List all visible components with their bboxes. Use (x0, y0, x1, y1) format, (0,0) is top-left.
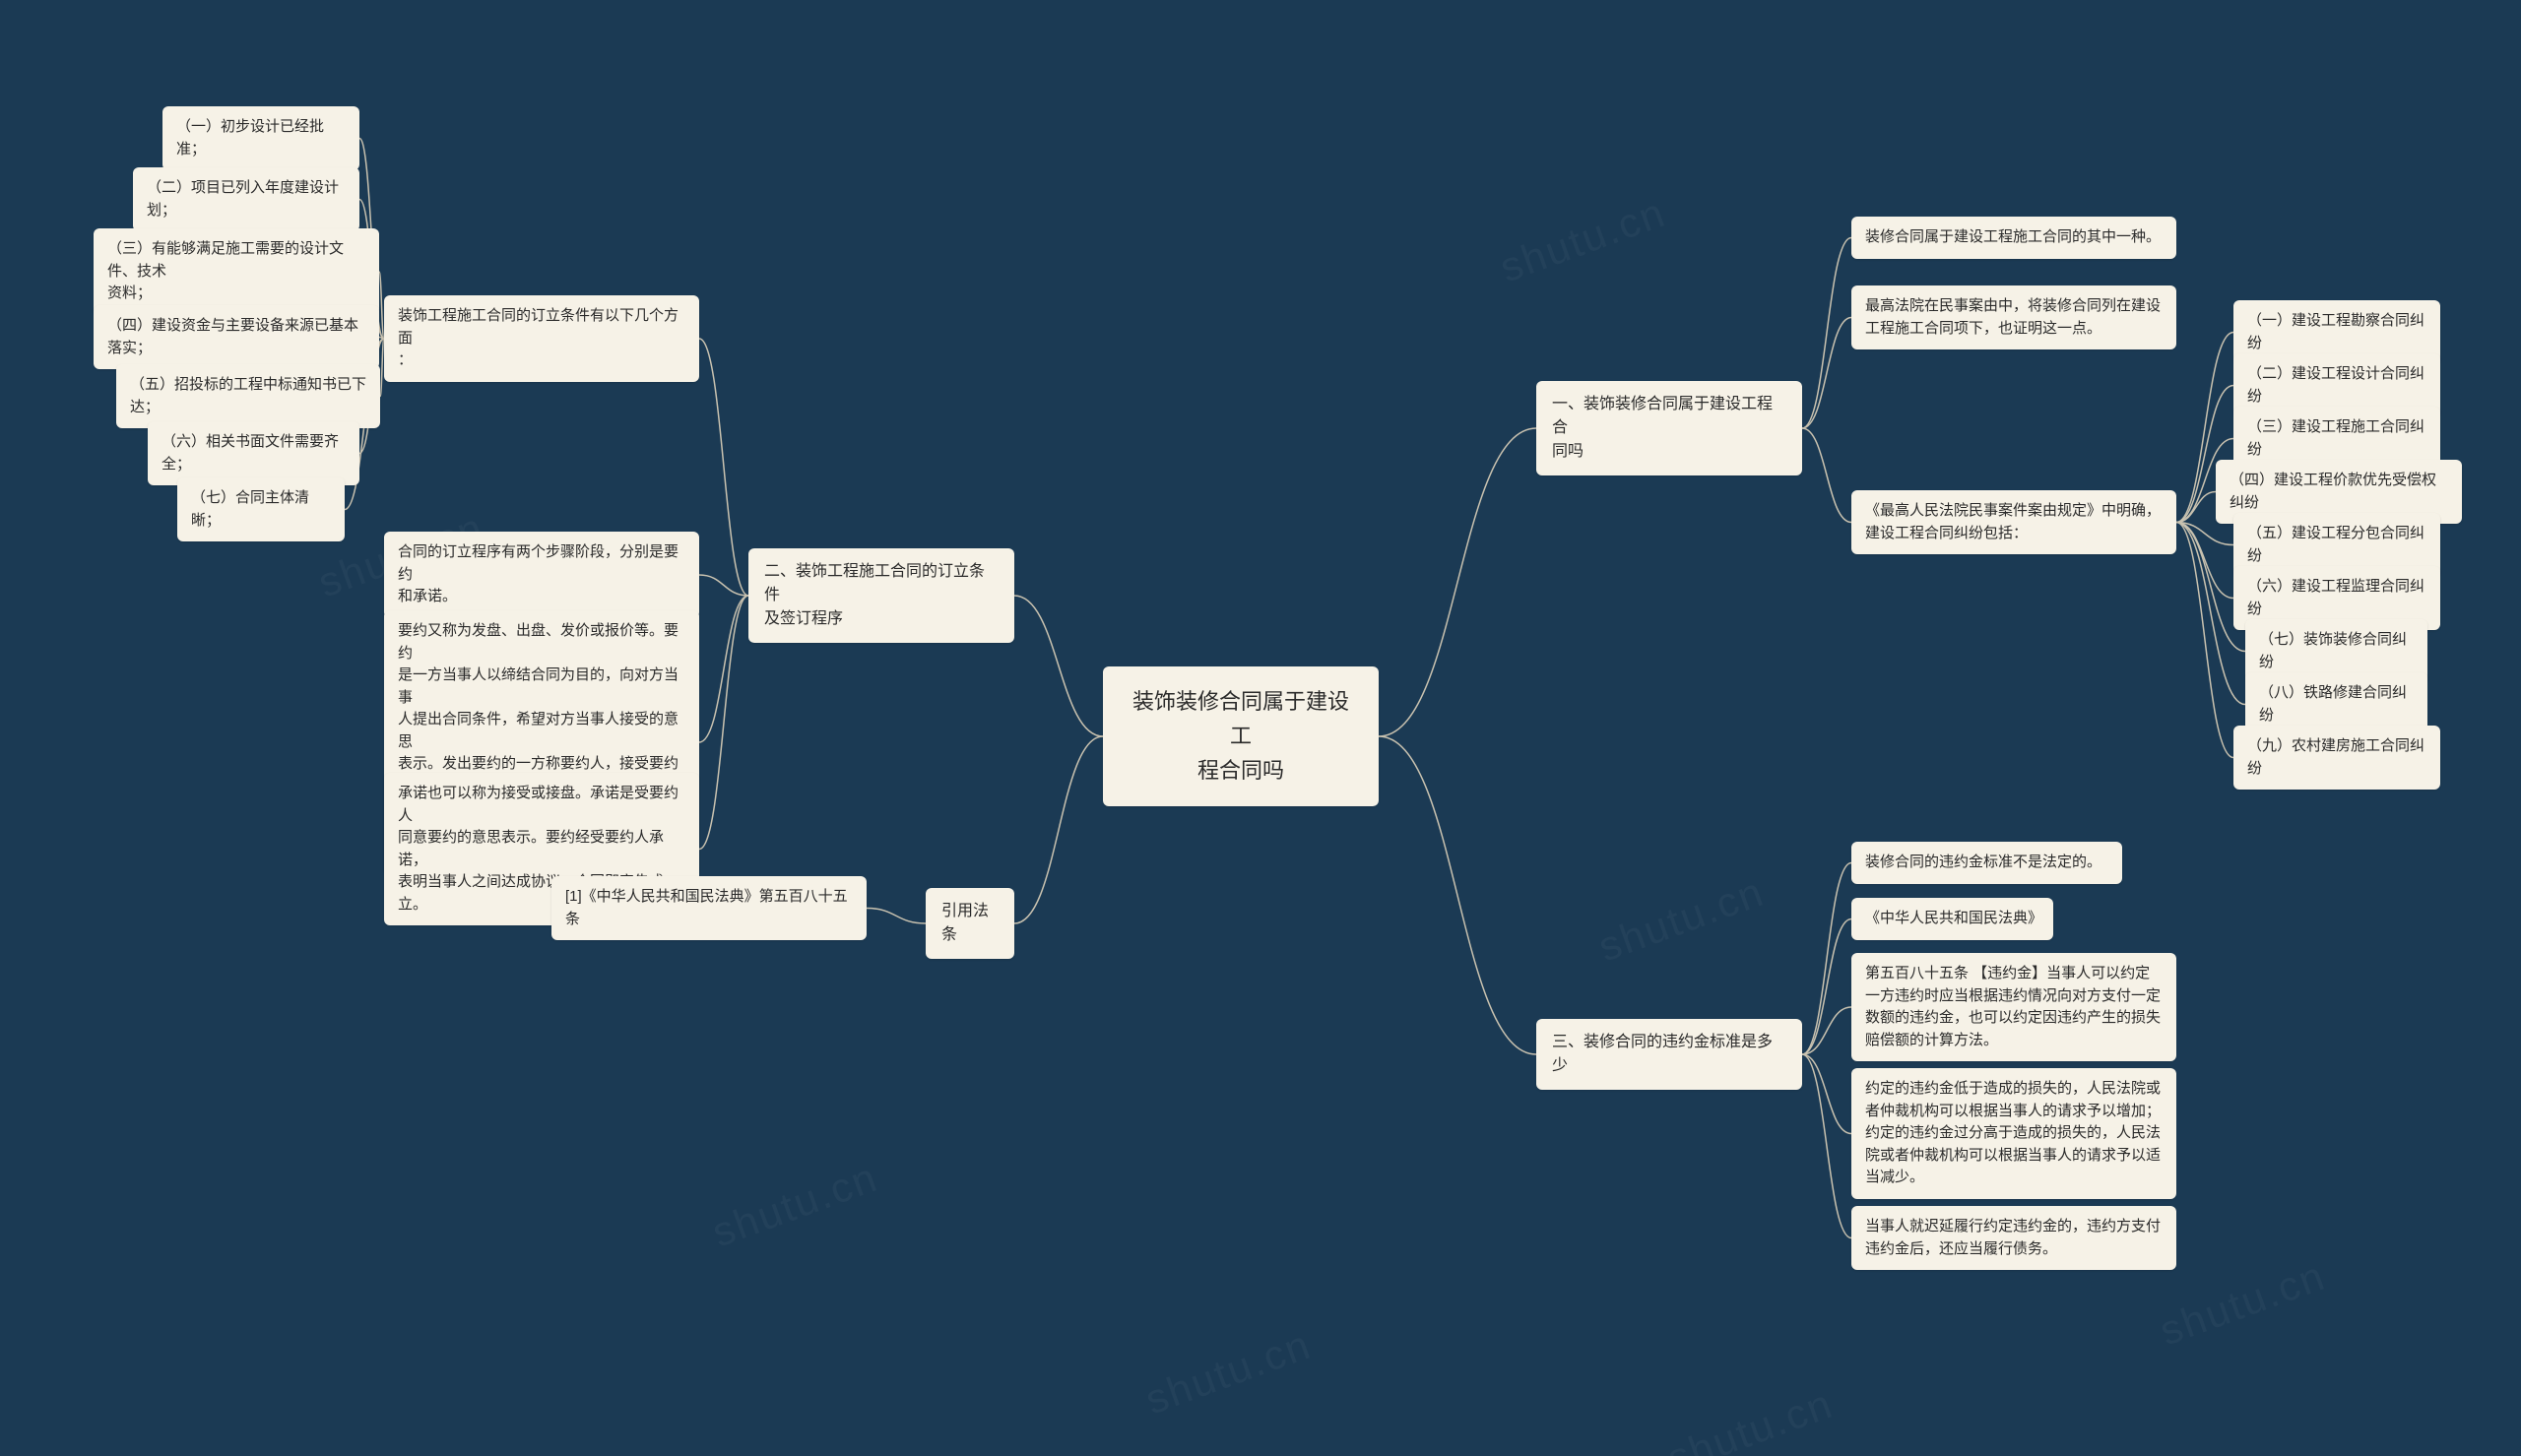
mindmap-node-l2b[interactable]: 合同的订立程序有两个步骤阶段，分别是要约 和承诺。 (384, 532, 699, 618)
mindmap-node-r3d[interactable]: 约定的违约金低于造成的损失的，人民法院或 者仲裁机构可以根据当事人的请求予以增加… (1851, 1068, 2176, 1199)
watermark: shutu.cn (1661, 1380, 1840, 1456)
connector (1802, 428, 1851, 523)
connector (1802, 1007, 1851, 1054)
mindmap-node-r1a[interactable]: 装修合同属于建设工程施工合同的其中一种。 (1851, 217, 2176, 259)
watermark: shutu.cn (1139, 1321, 1318, 1424)
mindmap-node-r3[interactable]: 三、装修合同的违约金标准是多少 (1536, 1019, 1802, 1090)
connector (1802, 318, 1851, 429)
mindmap-node-r3b[interactable]: 《中华人民共和国民法典》 (1851, 898, 2053, 940)
mindmap-node-l2a[interactable]: 装饰工程施工合同的订立条件有以下几个方面 ： (384, 295, 699, 382)
connector (699, 575, 748, 596)
mindmap-node-r1c[interactable]: 《最高人民法院民事案件案由规定》中明确， 建设工程合同纠纷包括： (1851, 490, 2176, 554)
mindmap-node-r3c[interactable]: 第五百八十五条 【违约金】当事人可以约定 一方违约时应当根据违约情况向对方支付一… (1851, 953, 2176, 1061)
connector (1014, 596, 1103, 736)
connector (1802, 863, 1851, 1055)
mindmap-node-root[interactable]: 装饰装修合同属于建设工 程合同吗 (1103, 666, 1379, 806)
connector (1014, 736, 1103, 923)
connector (1802, 238, 1851, 429)
mindmap-node-l2a5[interactable]: （五）招投标的工程中标通知书已下达； (116, 364, 380, 428)
mindmap-node-l2a2[interactable]: （二）项目已列入年度建设计划； (133, 167, 359, 231)
mindmap-node-l3a[interactable]: [1]《中华人民共和国民法典》第五百八十五 条 (551, 876, 867, 940)
watermark: shutu.cn (1494, 189, 1672, 292)
connector (699, 339, 748, 596)
mindmap-node-r1[interactable]: 一、装饰装修合同属于建设工程合 同吗 (1536, 381, 1802, 475)
connector (1802, 919, 1851, 1055)
connector (1802, 1054, 1851, 1134)
connector (2176, 523, 2233, 599)
connector (1379, 428, 1536, 736)
mindmap-node-r1b[interactable]: 最高法院在民事案由中，将装修合同列在建设 工程施工合同项下，也证明这一点。 (1851, 285, 2176, 349)
connector (1379, 736, 1536, 1054)
connector (699, 596, 748, 850)
mindmap-node-l3[interactable]: 引用法条 (926, 888, 1014, 959)
connector (867, 909, 926, 924)
connector (699, 596, 748, 742)
mindmap-node-l2a7[interactable]: （七）合同主体清晰； (177, 477, 345, 541)
mindmap-node-l2a3[interactable]: （三）有能够满足施工需要的设计文件、技术 资料； (94, 228, 379, 315)
mindmap-node-r1c9[interactable]: （九）农村建房施工合同纠纷 (2233, 726, 2440, 790)
connector (2176, 492, 2216, 523)
watermark: shutu.cn (706, 1154, 884, 1257)
mindmap-node-r3a[interactable]: 装修合同的违约金标准不是法定的。 (1851, 842, 2122, 884)
mindmap-node-r3e[interactable]: 当事人就迟延履行约定违约金的，违约方支付 违约金后，还应当履行债务。 (1851, 1206, 2176, 1270)
mindmap-node-l2a1[interactable]: （一）初步设计已经批准； (162, 106, 359, 170)
connector (2176, 523, 2233, 545)
connector (2176, 523, 2233, 758)
mindmap-node-l2[interactable]: 二、装饰工程施工合同的订立条件 及签订程序 (748, 548, 1014, 643)
connector (1802, 1054, 1851, 1238)
watermark: shutu.cn (2154, 1252, 2332, 1356)
mindmap-node-l2a6[interactable]: （六）相关书面文件需要齐全； (148, 421, 359, 485)
mindmap-node-l2a4[interactable]: （四）建设资金与主要设备来源已基本落实； (94, 305, 379, 369)
watermark: shutu.cn (1592, 868, 1771, 972)
